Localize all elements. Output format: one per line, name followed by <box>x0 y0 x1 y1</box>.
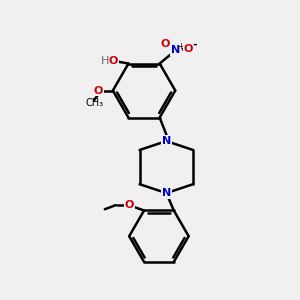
Text: -: - <box>193 40 197 50</box>
Text: O: O <box>160 39 169 49</box>
Text: H: H <box>100 56 109 66</box>
Text: N: N <box>162 136 171 146</box>
Text: O: O <box>108 56 118 66</box>
Text: CH₃: CH₃ <box>85 98 103 108</box>
Text: O: O <box>184 44 193 54</box>
Text: O: O <box>94 85 103 96</box>
Text: O: O <box>124 200 134 210</box>
Text: N: N <box>162 188 171 198</box>
Text: +: + <box>178 42 184 51</box>
Text: N: N <box>171 45 181 55</box>
